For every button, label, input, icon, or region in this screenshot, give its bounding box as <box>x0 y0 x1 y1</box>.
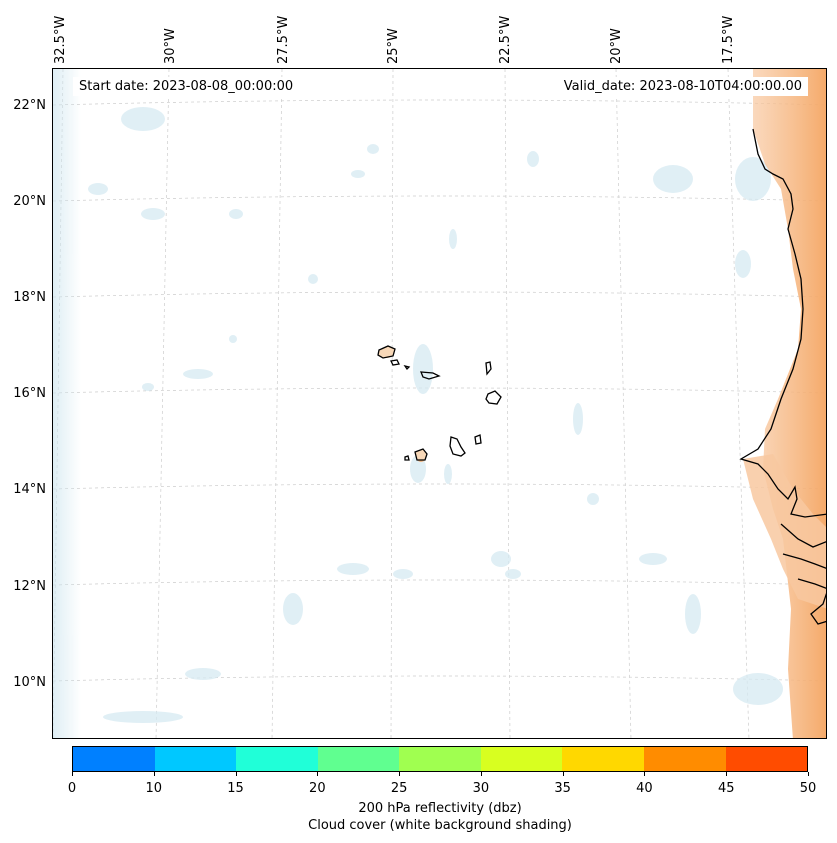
lat-label-12n: 12°N <box>13 579 46 594</box>
cloud-band-left <box>53 69 81 738</box>
coastlines <box>377 128 826 625</box>
island-fogo <box>414 448 428 461</box>
colorbar-tick-label: 50 <box>799 781 817 796</box>
lat-label-20n: 20°N <box>13 194 46 209</box>
parallel-16n <box>53 387 826 394</box>
lat-label-22n: 22°N <box>13 98 46 113</box>
colorbar-tick-label: 15 <box>227 781 244 796</box>
meridian-22-5w <box>504 69 511 738</box>
island-maio <box>474 434 482 445</box>
colorbar-segment-8 <box>725 747 808 771</box>
colorbar-segment-2 <box>236 747 318 771</box>
parallel-20n <box>53 195 826 202</box>
colorbar-segment-3 <box>317 747 400 771</box>
graticule <box>53 69 826 738</box>
colorbar-tick-label: 10 <box>145 781 163 796</box>
island-santo-antao <box>377 345 396 359</box>
meridian-30w <box>155 69 170 738</box>
colorbar-tickmark <box>808 772 809 776</box>
parallel-12n <box>53 579 826 586</box>
colorbar-segment-1 <box>154 747 237 771</box>
parallel-18n <box>53 291 826 298</box>
africa-coastline <box>739 128 826 625</box>
lon-label-27-5w: 27.5°W <box>276 15 291 64</box>
island-santa-luzia <box>403 364 411 371</box>
colorbar-tickmark <box>480 772 482 776</box>
colorbar-tickmark <box>726 772 728 776</box>
colorbar-segment-0 <box>73 747 155 771</box>
colorbar-tickmark <box>562 772 564 776</box>
colorbar-tickmark <box>399 772 401 776</box>
colorbar-tickmark <box>317 772 319 776</box>
lon-label-17-5w: 17.5°W <box>721 15 736 64</box>
parallel-10n <box>53 675 826 682</box>
cloud-shading <box>53 69 783 738</box>
colorbar-tick-label: 0 <box>67 781 77 796</box>
colorbar <box>72 746 808 772</box>
island-sao-vicente <box>390 359 400 366</box>
colorbar-tick-label: 25 <box>390 781 408 796</box>
meridian-20w <box>615 69 632 738</box>
island-santiago <box>449 436 466 457</box>
colorbar-segment-4 <box>399 747 481 771</box>
colorbar-tick-label: 40 <box>636 781 653 796</box>
colorbar-tickmark <box>235 772 237 776</box>
colorbar-sublabel: Cloud cover (white background shading) <box>308 818 572 833</box>
valid-date-label: Valid_date: 2023-08-10T04:00:00.00 <box>557 77 808 96</box>
colorbar-segment-5 <box>480 747 563 771</box>
lon-label-22-5w: 22.5°W <box>498 15 513 64</box>
lat-label-10n: 10°N <box>13 675 46 690</box>
meridian-17-5w <box>727 69 750 738</box>
meridian-27-5w <box>271 69 283 738</box>
colorbar-segment-6 <box>562 747 644 771</box>
island-brava <box>404 455 410 461</box>
lat-label-18n: 18°N <box>13 290 46 305</box>
map-panel[interactable]: Start date: 2023-08-08_00:00:00 Valid_da… <box>52 68 827 739</box>
senegal-shading <box>743 454 826 609</box>
meridian-25w <box>390 69 394 738</box>
lon-label-25w: 25°W <box>386 28 401 64</box>
colorbar-tick-label: 35 <box>554 781 571 796</box>
colorbar-tickmark <box>72 772 73 776</box>
colorbar-label: 200 hPa reflectivity (dbz) <box>358 801 522 816</box>
colorbar-segment-7 <box>643 747 726 771</box>
colorbar-tickmark <box>644 772 646 776</box>
lon-label-20w: 20°W <box>609 28 624 64</box>
colorbar-tickmark <box>153 772 155 776</box>
parallel-14n <box>53 483 826 490</box>
lat-label-14n: 14°N <box>13 482 46 497</box>
island-boa-vista <box>485 390 502 405</box>
lon-label-32-5w: 32.5°W <box>53 15 68 64</box>
colorbar-tick-label: 30 <box>472 781 490 796</box>
colorbar-tick-label: 45 <box>717 781 735 796</box>
parallel-22n <box>53 99 826 106</box>
map-canvas <box>53 69 826 738</box>
island-sal <box>485 361 492 376</box>
lat-label-16n: 16°N <box>13 386 46 401</box>
start-date-label: Start date: 2023-08-08_00:00:00 <box>73 77 300 96</box>
colorbar-tick-label: 20 <box>309 781 326 796</box>
lon-label-30w: 30°W <box>163 28 178 64</box>
island-sao-nicolau <box>420 371 441 380</box>
